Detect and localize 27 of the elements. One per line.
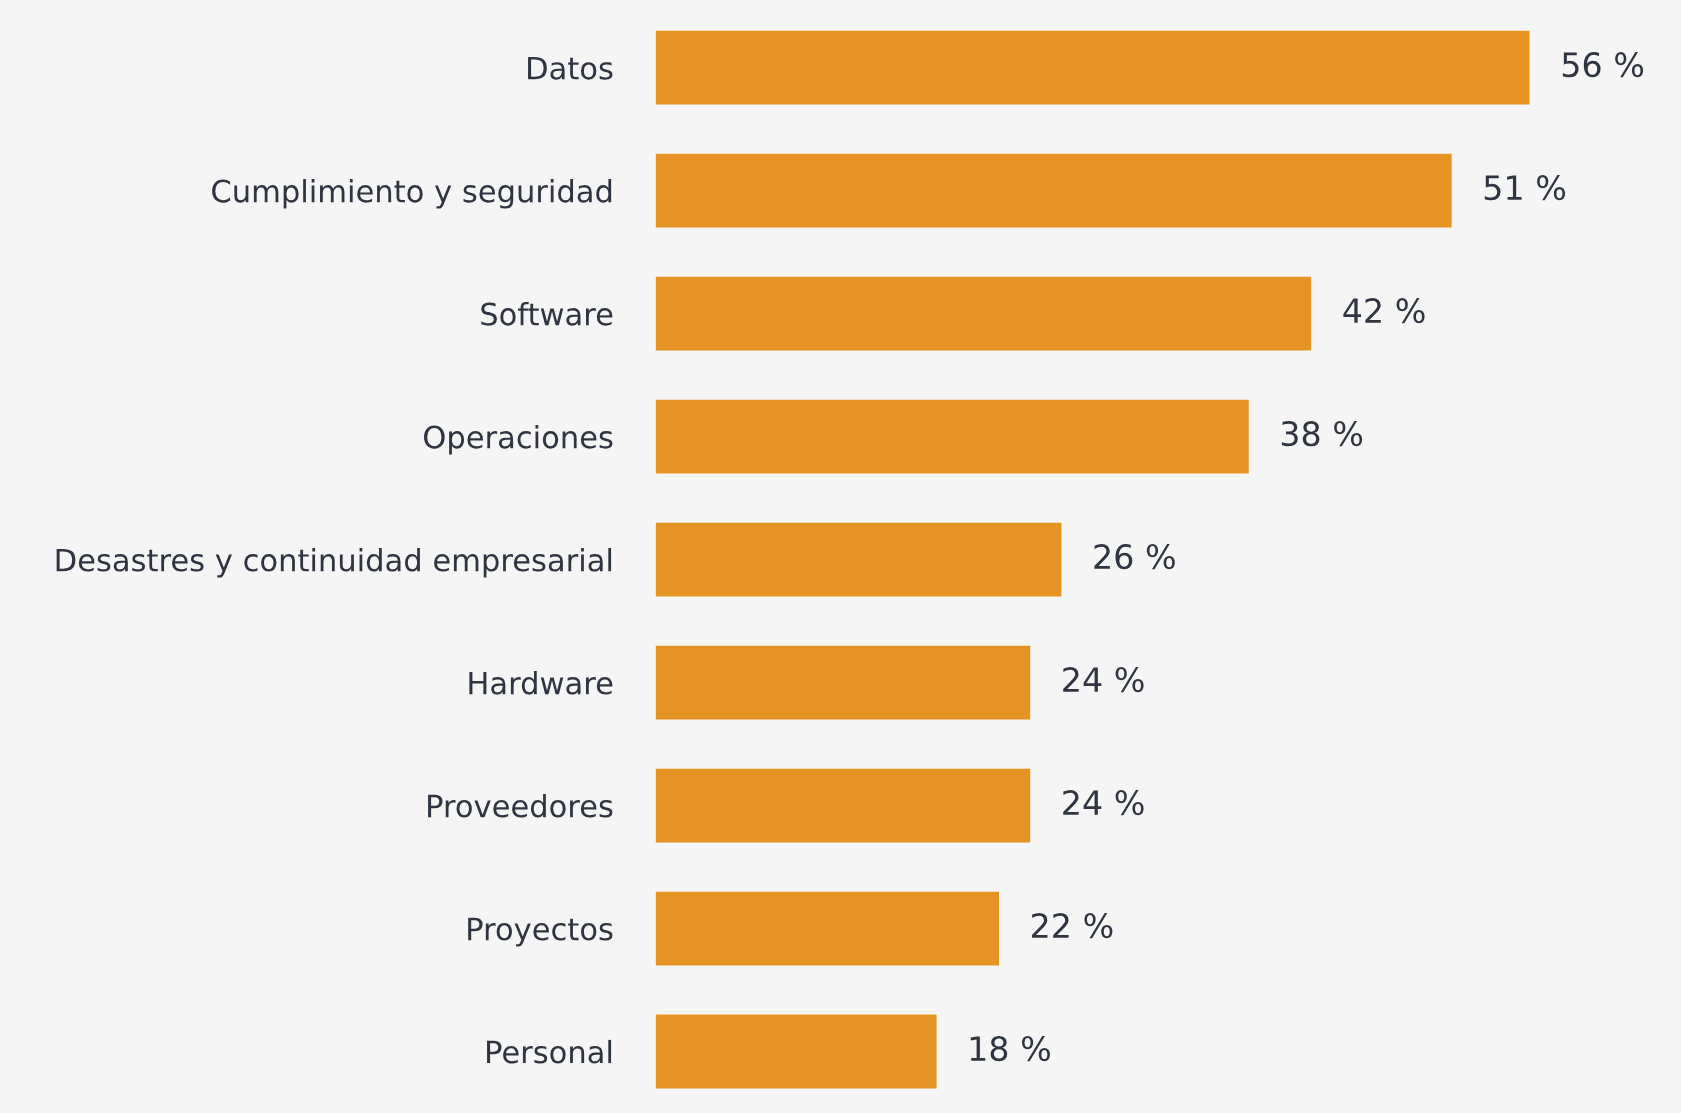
data-label: 51 % — [1484, 175, 1566, 201]
bar — [655, 522, 1062, 597]
bar — [655, 645, 1031, 720]
bar — [655, 30, 1530, 105]
y-tick-label: Hardware — [469, 670, 613, 695]
data-label: 18 % — [970, 1035, 1050, 1062]
y-tick-label: Personal — [487, 1039, 612, 1064]
y-tick-label: Proyectos — [468, 917, 613, 947]
data-label: 42 % — [1343, 298, 1425, 324]
bar — [655, 1014, 937, 1089]
bar — [655, 399, 1249, 474]
y-tick-label: Software — [481, 302, 613, 326]
bar — [655, 891, 999, 966]
data-label: 38 % — [1281, 421, 1363, 447]
y-tick-label: Proveedores — [428, 793, 613, 818]
bar — [655, 768, 1031, 843]
data-label: 24 % — [1063, 790, 1144, 816]
data-label: 24 % — [1063, 667, 1144, 693]
bar — [655, 276, 1312, 351]
y-tick-label: Datos — [528, 56, 613, 80]
y-tick-label: Desastres y continuidad empresarial — [56, 547, 612, 578]
data-label: 26 % — [1094, 544, 1175, 570]
bar — [655, 153, 1452, 228]
y-tick-label: Cumplimiento y seguridad — [212, 179, 612, 209]
data-label: 22 % — [1031, 912, 1113, 939]
data-label: 56 % — [1562, 52, 1644, 78]
y-tick-label: Operaciones — [424, 424, 613, 455]
